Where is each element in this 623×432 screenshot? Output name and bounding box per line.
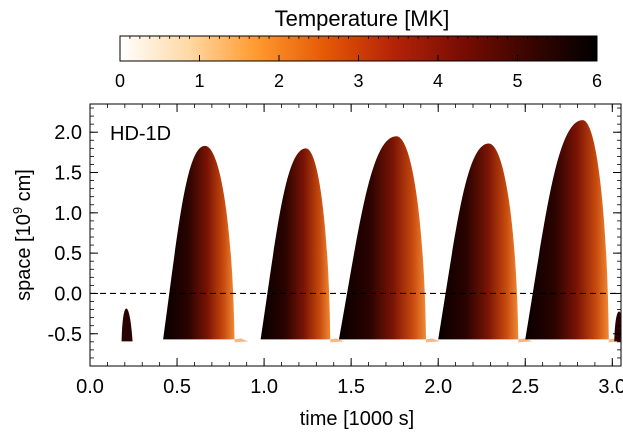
heatmap-marks [121,120,621,343]
y-tick-label: 0.5 [54,243,82,265]
loop-tail [234,338,249,343]
x-tick-label: 1.0 [250,376,278,398]
colorbar-tick-label: 0 [115,71,125,91]
x-tick-label: 0.5 [163,376,191,398]
plot-frame [89,103,622,367]
y-label-superscript: 9 [10,207,25,214]
colorbar-tick-label: 3 [353,71,363,91]
axis-ticks: 0.0 0.5 1.0 1.5 2.0 2.5 3.0 -0.5 0.0 0.5 1.0 1.5 2.0 [48,104,623,398]
y-label-main: space [10 [13,214,35,301]
x-tick-label: 0.0 [76,376,104,398]
colorbar-tick-label: 5 [512,71,522,91]
loop-tail [426,338,441,343]
y-tick-label: 2.0 [54,122,82,144]
y-tick-label: 0.0 [54,283,82,305]
x-tick-label: 3.0 [598,376,623,398]
temperature-loop [525,120,609,340]
y-tick-label: 1.0 [54,203,82,225]
colorbar-title: Temperature [MK] [275,6,450,31]
loop-tail [330,338,345,343]
panel-label: HD-1D [110,123,171,145]
temperature-loop [338,136,427,340]
loop-tail [518,338,533,343]
x-axis-label: time [1000 s] [300,408,415,430]
temperature-spike [121,308,133,342]
temperature-loop [260,148,331,340]
colorbar-tick-label: 1 [194,71,204,91]
colorbar-tick-label: 2 [274,71,284,91]
y-axis-label: space [109 cm] [10,169,35,301]
y-tick-label: 1.5 [54,163,82,185]
x-tick-label: 2.0 [424,376,452,398]
x-tick-label: 1.5 [337,376,365,398]
colorbar-tick-label: 4 [433,71,443,91]
y-tick-label: -0.5 [48,324,82,346]
temperature-spike [614,311,621,342]
colorbar-tick-label: 6 [592,71,602,91]
temperature-loop [163,145,235,340]
temperature-loop [438,143,519,340]
colorbar-ticks: 0 1 2 3 4 5 6 [115,36,602,91]
y-label-tail: cm] [13,169,35,207]
x-tick-label: 2.5 [511,376,539,398]
